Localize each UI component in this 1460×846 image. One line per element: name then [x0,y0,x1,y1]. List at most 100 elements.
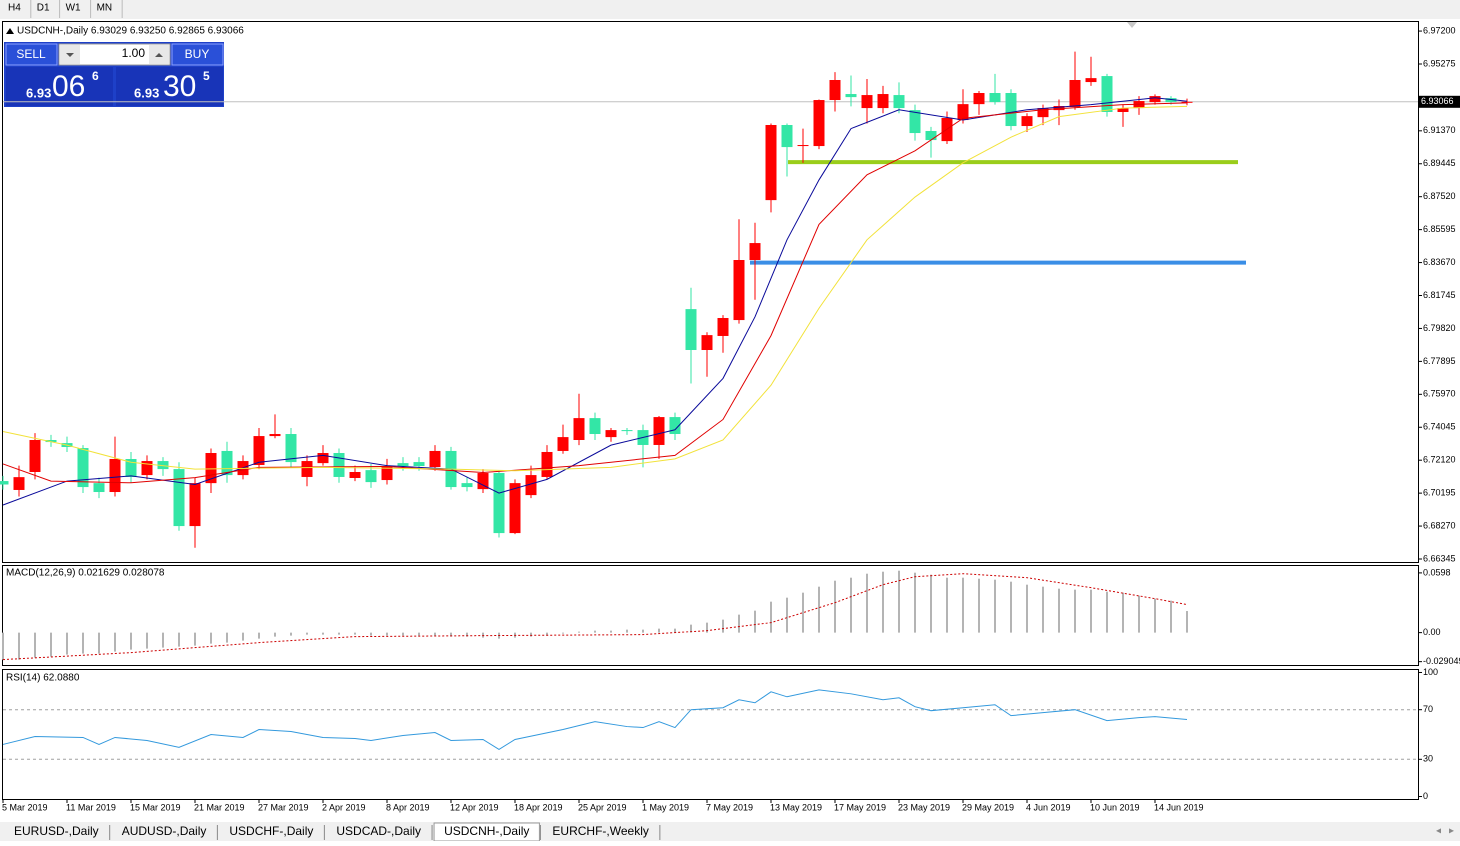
sell-price-big: 6.93 [26,85,51,100]
candle-body [861,95,873,109]
candle-body [765,125,777,201]
y-tick-label: 6.81745 [1423,290,1456,300]
candle-body [589,418,601,435]
buy-price-big: 6.93 [134,85,159,100]
tab[interactable] [4,823,109,841]
tab-scroll-left[interactable]: ◂ [1436,826,1441,837]
candle-body [1149,96,1161,103]
candle-body [269,434,281,437]
lot-down-arrow [66,53,74,57]
tab[interactable] [542,823,659,841]
candle-body [1101,76,1113,112]
candle-body [573,418,585,441]
candle-body [781,125,793,148]
y-tick-label: 100 [1423,667,1438,677]
timeframe-button[interactable]: W1 [66,3,81,14]
candle-body [333,453,345,477]
macd-title: MACD(12,26,9) 0.021629 0.028078 [6,568,165,579]
y-tick-label: 6.87520 [1423,191,1456,201]
candle-body [141,461,153,476]
candle-body [1117,108,1129,112]
tab-label[interactable]: USDCAD-,Daily [336,824,421,838]
x-tick-label: 8 Apr 2019 [386,802,430,812]
rsi-title: RSI(14) 62.0880 [6,673,80,684]
buy-button[interactable] [171,43,224,66]
y-tick-label: 30 [1423,754,1433,764]
tab-scroll-right[interactable]: ▸ [1449,826,1454,837]
candle-body [1005,93,1017,127]
y-tick-label: 6.74045 [1423,422,1456,432]
candle-body [669,417,681,435]
y-tick-label: 6.68270 [1423,520,1456,530]
sell-button[interactable] [5,43,58,66]
candle-body [349,472,361,478]
tab-label[interactable]: USDCHF-,Daily [229,824,313,838]
y-tick-label: 6.77895 [1423,356,1456,366]
x-tick-label: 18 Apr 2019 [514,802,563,812]
rsi-panel [2,669,1419,800]
chart-title: USDCNH-,Daily 6.93029 6.93250 6.92865 6.… [17,26,244,37]
current-price-box [1419,95,1460,108]
candle-body [77,448,89,488]
candle-body [893,95,905,109]
candle-body [317,453,329,464]
x-tick-label: 4 Jun 2019 [1026,802,1071,812]
candle-body [0,481,9,485]
y-tick-label: 6.83670 [1423,257,1456,267]
candle-body [701,335,713,351]
candle-body [717,318,729,336]
candle-body [1165,98,1177,103]
candle-body [173,469,185,527]
candle-body [1053,106,1065,111]
x-tick-label: 2 Apr 2019 [322,802,366,812]
tab-label[interactable]: EURCHF-,Weekly [552,824,648,838]
candle-body [109,458,121,493]
tab[interactable] [219,823,324,841]
tab[interactable] [326,823,432,841]
timeframe-button[interactable]: H4 [8,3,21,14]
candle-body [221,450,233,476]
timeframe-button[interactable]: D1 [37,3,50,14]
buy-price-main: 30 [163,70,196,103]
candle-body [813,100,825,147]
y-tick-label: 6.91370 [1423,125,1456,135]
x-tick-label: 21 Mar 2019 [194,802,245,812]
candle-body [189,483,201,527]
candle-body [925,130,937,141]
candle-body [829,80,841,101]
y-tick-label: 6.79820 [1423,323,1456,333]
timeframe-button[interactable]: MN [97,3,113,14]
x-tick-label: 5 Mar 2019 [2,802,48,812]
tab-label[interactable]: AUDUSD-,Daily [122,824,207,838]
lot-value[interactable]: 1.00 [122,46,146,60]
candle-body [413,462,425,467]
candle-body [365,470,377,483]
tab-label[interactable]: USDCNH-,Daily [444,824,529,838]
candle-body [1021,116,1033,127]
tab[interactable] [111,823,217,841]
candle-body [93,483,105,493]
candle-body [621,430,633,432]
lot-up-arrow [155,53,163,57]
sell-price-box[interactable] [6,67,113,106]
chart-window [0,19,1460,822]
candle-body [205,453,217,484]
candle-body [125,458,137,477]
candle-body [1069,80,1081,108]
candle-body [557,437,569,451]
candle-body [733,260,745,321]
lot-field[interactable] [58,43,171,66]
x-tick-label: 1 May 2019 [642,802,689,812]
sell-label[interactable]: SELL [16,47,46,61]
candle-body [909,110,921,134]
buy-label[interactable]: BUY [185,47,210,61]
buy-price-box[interactable] [116,67,223,106]
y-tick-label: 6.72120 [1423,455,1456,465]
y-tick-label: 6.97200 [1423,25,1456,35]
tab-label[interactable]: EURUSD-,Daily [14,824,99,838]
x-tick-label: 29 May 2019 [962,802,1014,812]
y-tick-label: 0 [1423,791,1428,801]
toolbar [0,0,1460,19]
price-panel [2,21,1419,563]
